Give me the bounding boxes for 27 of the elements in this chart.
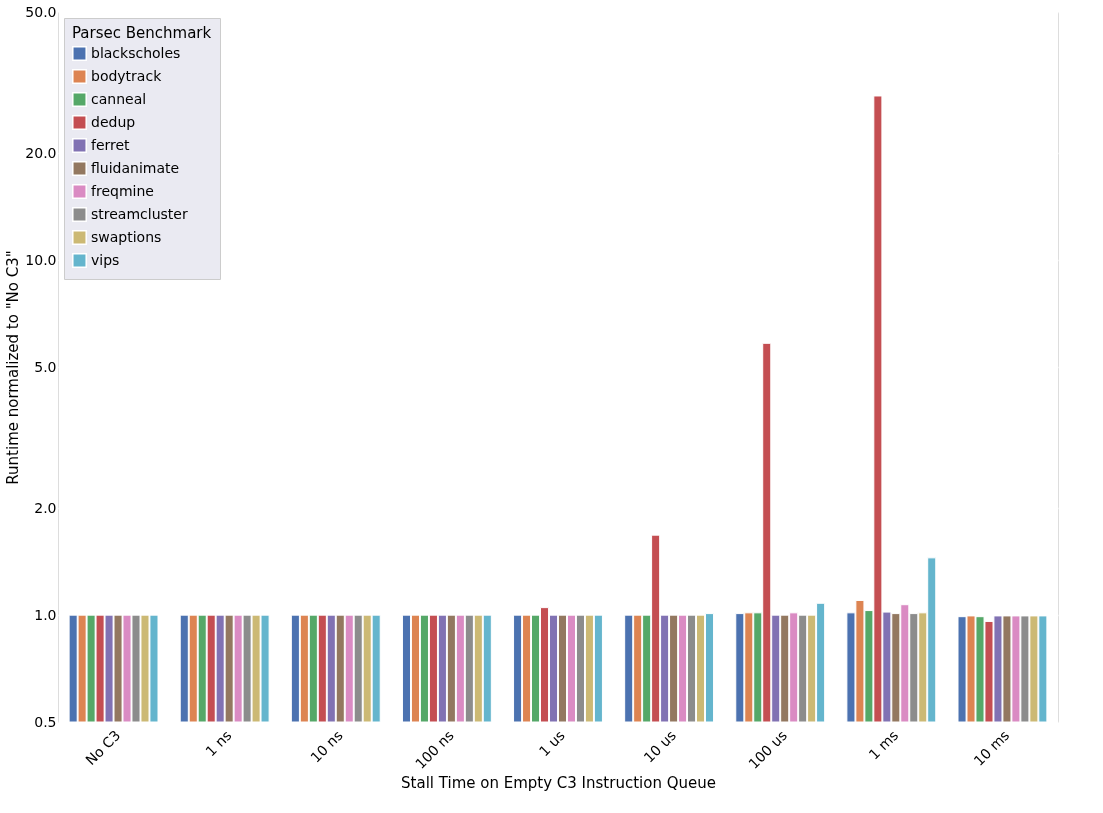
legend-label: ferret: [91, 136, 131, 153]
x-tick-label: 10 ms: [970, 727, 1013, 769]
y-tick-label: 0.5: [34, 713, 57, 730]
x-tick-label: 1 ns: [202, 727, 235, 760]
legend-label: dedup: [91, 113, 136, 130]
y-tick-label: 1.0: [34, 606, 57, 623]
legend-label: freqmine: [91, 182, 154, 199]
x-tick-label: 1 ms: [865, 727, 902, 763]
y-tick-label: 20.0: [25, 144, 57, 161]
legend-label: fluidanimate: [91, 159, 180, 176]
y-tick-label: 50.0: [25, 3, 57, 20]
legend-label: streamcluster: [91, 205, 188, 222]
legend-label: bodytrack: [91, 67, 163, 84]
x-axis-title: Stall Time on Empty C3 Instruction Queue: [401, 773, 716, 792]
y-tick-label: 5.0: [34, 358, 57, 375]
y-axis-title: Runtime normalized to "No C3": [4, 250, 23, 485]
legend-title: Parsec Benchmark: [72, 24, 212, 42]
y-tick-label: 10.0: [25, 251, 57, 268]
legend-label: vips: [91, 251, 120, 268]
x-tick-label: 1 us: [535, 727, 568, 760]
legend-label: canneal: [91, 90, 147, 107]
y-tick-label: 2.0: [34, 499, 57, 516]
x-tick-label: 10 us: [640, 727, 680, 766]
x-tick-label: 10 ns: [307, 727, 346, 766]
legend-label: swaptions: [91, 228, 162, 245]
legend-label: blackscholes: [91, 44, 181, 61]
x-tick-label: No C3: [82, 727, 124, 769]
